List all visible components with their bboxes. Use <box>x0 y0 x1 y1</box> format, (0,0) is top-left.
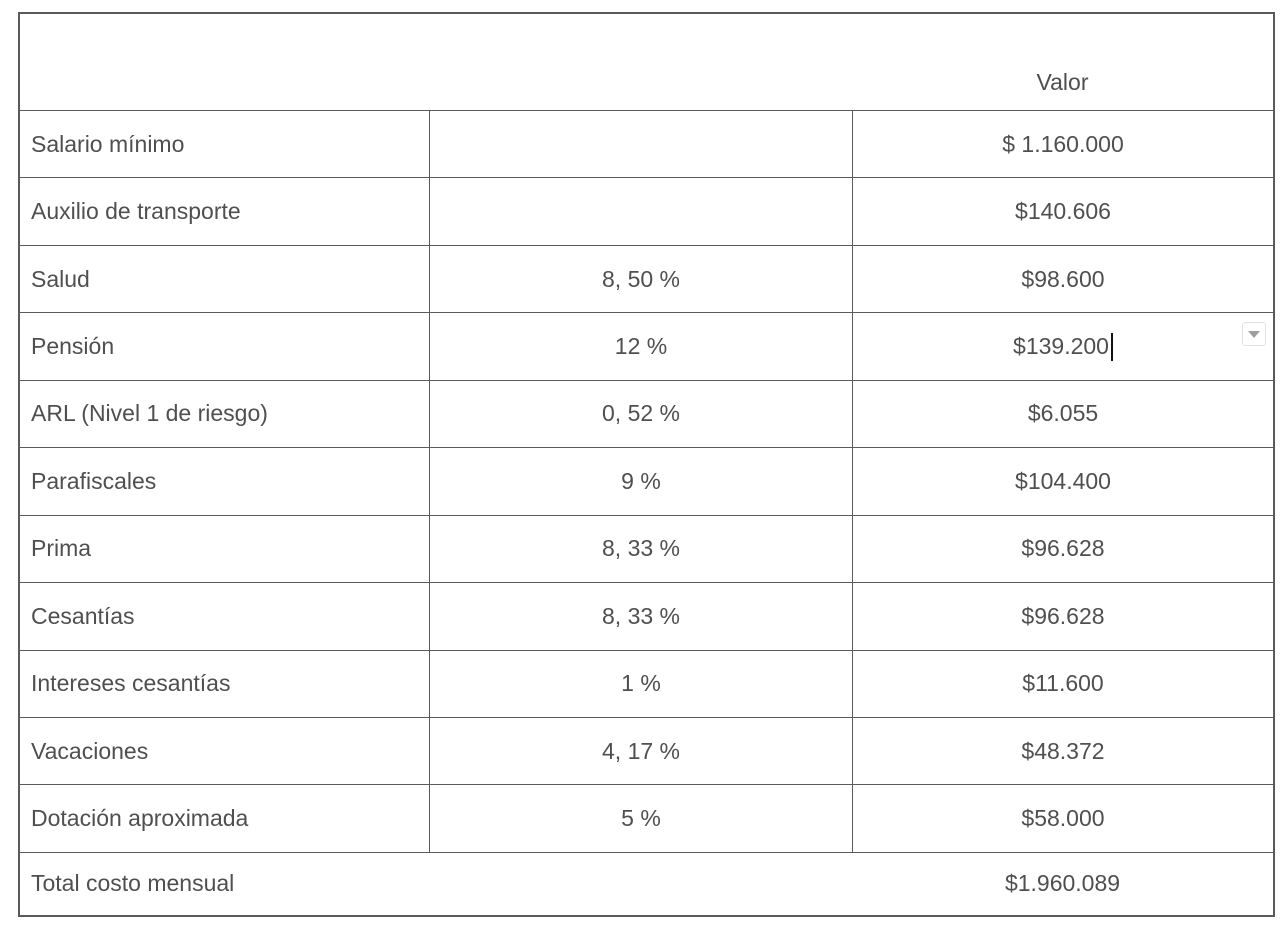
row-label-cell[interactable]: Dotación aproximada <box>20 785 429 851</box>
row-label: Parafiscales <box>31 467 157 494</box>
row-label: Vacaciones <box>31 737 149 764</box>
text-caret <box>1110 332 1113 361</box>
row-label-cell[interactable]: Vacaciones <box>20 718 429 784</box>
row-label: Dotación aproximada <box>31 805 249 832</box>
row-value-cell[interactable]: $96.628 <box>852 515 1273 583</box>
row-value-cell[interactable]: $140.606 <box>852 178 1273 245</box>
row-percent-cell[interactable]: 8, 33 % <box>429 515 852 583</box>
table-dropdown-button[interactable] <box>1242 322 1266 347</box>
table-row: Dotación aproximada 5 % $58.000 <box>20 784 1273 852</box>
row-value-cell[interactable]: $ 1.160.000 <box>852 111 1273 178</box>
row-label-cell[interactable]: Parafiscales <box>20 448 429 514</box>
row-percent-cell[interactable]: 8, 50 % <box>429 245 852 313</box>
table-header-row[interactable]: Valor <box>20 14 1273 110</box>
table-row: Auxilio de transporte $140.606 <box>20 177 1273 245</box>
row-label: Salud <box>31 265 90 292</box>
row-label-cell[interactable]: Salud <box>20 246 429 312</box>
row-value-cell[interactable]: $139.200 <box>852 313 1273 380</box>
row-value-cell[interactable]: $96.628 <box>852 583 1273 650</box>
row-label: Auxilio de transporte <box>31 198 241 225</box>
table-row: Cesantías 8, 33 % $96.628 <box>20 582 1273 650</box>
row-percent-cell[interactable]: 1 % <box>429 650 852 717</box>
row-value-cell[interactable]: $98.600 <box>852 245 1273 313</box>
row-value-text: $140.606 <box>1015 198 1111 225</box>
row-value-cell[interactable]: $6.055 <box>852 380 1273 448</box>
row-label: Prima <box>31 535 92 562</box>
row-value-text: $104.400 <box>1015 467 1111 494</box>
row-value-cell[interactable]: $58.000 <box>852 785 1273 852</box>
table-row: Intereses cesantías 1 % $11.600 <box>20 649 1273 717</box>
header-valor-cell[interactable]: Valor <box>852 14 1273 110</box>
row-percent: 12 % <box>614 333 668 360</box>
row-label: Pensión <box>31 333 115 360</box>
row-label: Salario mínimo <box>31 130 185 157</box>
row-value-text: $96.628 <box>1021 535 1105 562</box>
row-percent-cell[interactable]: 5 % <box>429 785 852 852</box>
row-label-cell[interactable]: Auxilio de transporte <box>20 178 429 244</box>
row-percent-cell[interactable]: 12 % <box>429 313 852 380</box>
table-row: Pensión 12 % $139.200 <box>20 312 1273 380</box>
row-percent-cell[interactable] <box>429 178 852 245</box>
row-percent-cell[interactable]: 0, 52 % <box>429 380 852 448</box>
row-label-cell[interactable]: Cesantías <box>20 583 429 649</box>
row-label: Cesantías <box>31 602 135 629</box>
row-label-cell[interactable]: Prima <box>20 516 429 582</box>
row-percent-cell[interactable]: 4, 17 % <box>429 717 852 785</box>
row-label: Intereses cesantías <box>31 670 231 697</box>
table-row: Vacaciones 4, 17 % $48.372 <box>20 716 1273 785</box>
row-percent: 4, 17 % <box>602 737 680 764</box>
row-value-text: $139.200 <box>1013 333 1109 360</box>
table-row: Prima 8, 33 % $96.628 <box>20 514 1273 583</box>
row-percent: 9 % <box>621 467 661 494</box>
row-label-cell[interactable]: Intereses cesantías <box>20 651 429 717</box>
row-percent: 8, 33 % <box>602 602 680 629</box>
row-value-text: $98.600 <box>1021 265 1105 292</box>
chevron-down-icon <box>1248 330 1260 338</box>
total-value-cell[interactable]: $1.960.089 <box>852 853 1273 915</box>
row-value-text: $11.600 <box>1022 670 1104 697</box>
table-row: Salario mínimo $ 1.160.000 <box>20 110 1273 178</box>
row-percent: 5 % <box>621 805 661 832</box>
row-percent-cell[interactable]: 9 % <box>429 448 852 515</box>
row-percent: 0, 52 % <box>602 400 680 427</box>
row-label-cell[interactable]: Salario mínimo <box>20 111 429 177</box>
table-row: ARL (Nivel 1 de riesgo) 0, 52 % $6.055 <box>20 379 1273 448</box>
total-value: $1.960.089 <box>1004 870 1121 897</box>
row-value-text: $6.055 <box>1027 400 1099 427</box>
row-percent-cell[interactable] <box>429 111 852 178</box>
row-value-cell[interactable]: $11.600 <box>852 650 1273 717</box>
row-percent: 8, 33 % <box>602 535 680 562</box>
header-valor-label: Valor <box>1036 69 1089 95</box>
row-label-cell[interactable]: Pensión <box>20 313 429 379</box>
row-percent: 1 % <box>621 670 661 697</box>
total-label: Total costo mensual <box>31 870 235 897</box>
row-label-cell[interactable]: ARL (Nivel 1 de riesgo) <box>20 381 429 447</box>
row-value-text: $ 1.160.000 <box>1002 130 1124 157</box>
row-value-cell[interactable]: $48.372 <box>852 717 1273 785</box>
row-label: ARL (Nivel 1 de riesgo) <box>31 400 268 427</box>
row-percent: 8, 50 % <box>602 265 680 292</box>
cost-table: Valor Salario mínimo $ 1.160.000 Auxilio… <box>18 12 1275 917</box>
row-value-text: $96.628 <box>1021 602 1105 629</box>
row-value-text: $48.372 <box>1021 737 1105 764</box>
total-spacer-cell <box>429 853 852 915</box>
row-value-cell[interactable]: $104.400 <box>852 448 1273 515</box>
table-total-row[interactable]: Total costo mensual $1.960.089 <box>20 851 1273 915</box>
total-label-cell[interactable]: Total costo mensual <box>20 853 429 915</box>
row-percent-cell[interactable]: 8, 33 % <box>429 583 852 650</box>
table-row: Parafiscales 9 % $104.400 <box>20 447 1273 515</box>
row-value-text: $58.000 <box>1021 805 1105 832</box>
table-row: Salud 8, 50 % $98.600 <box>20 244 1273 313</box>
